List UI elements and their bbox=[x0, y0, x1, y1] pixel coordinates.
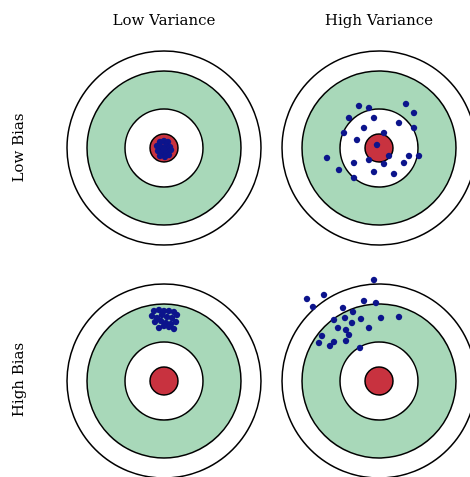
shot-point bbox=[157, 317, 165, 325]
shot-point bbox=[163, 313, 171, 321]
shot-point bbox=[360, 297, 368, 305]
shot-point bbox=[415, 152, 423, 160]
shot-point bbox=[339, 304, 347, 312]
shot-point bbox=[315, 339, 323, 347]
shot-point bbox=[345, 114, 353, 122]
shot-point bbox=[341, 314, 349, 322]
shot-point bbox=[330, 316, 338, 324]
shot-point bbox=[340, 129, 348, 137]
shot-point bbox=[158, 311, 166, 319]
shot-point bbox=[370, 168, 378, 176]
row-label-high-bias: High Bias bbox=[9, 343, 27, 417]
shot-point bbox=[342, 337, 350, 345]
shot-point bbox=[335, 166, 343, 174]
shot-point bbox=[150, 307, 158, 315]
shot-point bbox=[349, 308, 357, 316]
shot-point bbox=[395, 119, 403, 127]
shot-point bbox=[353, 136, 361, 144]
column-label-high-variance: High Variance bbox=[325, 11, 433, 29]
shot-point bbox=[370, 276, 378, 284]
shot-point bbox=[160, 322, 168, 330]
shot-point bbox=[172, 318, 180, 326]
shot-point bbox=[402, 100, 410, 108]
shot-point bbox=[170, 325, 178, 333]
shot-point bbox=[410, 109, 418, 117]
shot-point bbox=[356, 344, 364, 352]
shot-point bbox=[410, 124, 418, 132]
shot-point bbox=[155, 306, 163, 314]
shot-point bbox=[385, 152, 393, 160]
shot-point bbox=[165, 307, 173, 315]
shot-point bbox=[160, 145, 168, 153]
bullseye bbox=[364, 366, 394, 396]
target-low-bias-high-variance bbox=[281, 50, 470, 246]
shot-point bbox=[165, 151, 173, 159]
shot-point bbox=[303, 295, 311, 303]
shot-point bbox=[334, 324, 342, 332]
shot-point bbox=[380, 160, 388, 168]
column-label-low-variance: Low Variance bbox=[113, 11, 216, 29]
shot-point bbox=[400, 159, 408, 167]
shot-point bbox=[360, 124, 368, 132]
shot-point bbox=[345, 331, 353, 339]
shot-point bbox=[323, 154, 331, 162]
target-low-bias-low-variance bbox=[66, 50, 262, 246]
shot-point bbox=[156, 152, 164, 160]
target-high-bias-high-variance bbox=[281, 276, 470, 477]
bullseye bbox=[149, 366, 179, 396]
shot-point bbox=[173, 311, 181, 319]
shot-point bbox=[167, 146, 175, 154]
shot-point bbox=[373, 141, 381, 149]
shot-point bbox=[377, 314, 385, 322]
shot-point bbox=[365, 156, 373, 164]
shot-point bbox=[380, 129, 388, 137]
shot-point bbox=[350, 174, 358, 182]
shot-point bbox=[390, 170, 398, 178]
shot-point bbox=[148, 312, 156, 320]
shot-point bbox=[395, 313, 403, 321]
shot-point bbox=[348, 319, 356, 327]
shot-point bbox=[405, 152, 413, 160]
shot-point bbox=[155, 324, 163, 332]
shot-point bbox=[151, 318, 159, 326]
shot-point bbox=[165, 323, 173, 331]
shot-point bbox=[326, 342, 334, 350]
shot-point bbox=[365, 324, 373, 332]
shot-point bbox=[320, 291, 328, 299]
shot-point bbox=[330, 338, 338, 346]
shot-point bbox=[370, 114, 378, 122]
shot-point bbox=[318, 332, 326, 340]
target-high-bias-low-variance bbox=[66, 283, 262, 477]
shot-point bbox=[372, 299, 380, 307]
shot-point bbox=[342, 326, 350, 334]
targets-layer bbox=[66, 50, 470, 477]
shot-point bbox=[309, 303, 317, 311]
shot-point bbox=[168, 314, 176, 322]
shot-point bbox=[350, 159, 358, 167]
row-label-low-bias: Low Bias bbox=[9, 113, 27, 182]
shot-point bbox=[355, 102, 363, 110]
shot-point bbox=[365, 104, 373, 112]
shot-point bbox=[357, 315, 365, 323]
